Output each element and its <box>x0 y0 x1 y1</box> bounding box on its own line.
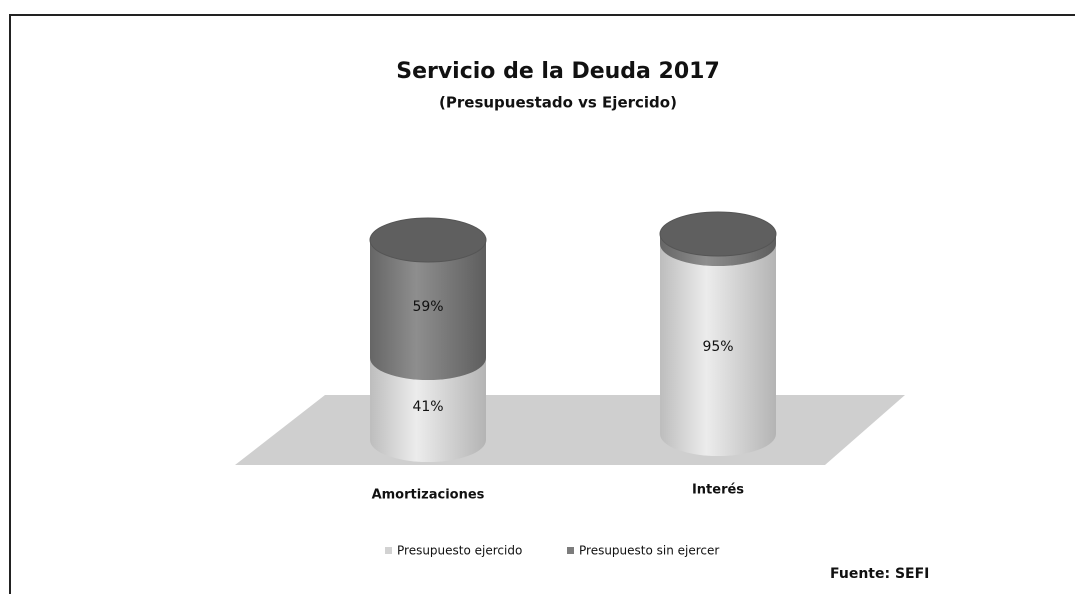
cylinder-segment <box>370 358 486 462</box>
floor <box>235 395 905 465</box>
cylinder-top <box>659 211 777 257</box>
legend-label: Presupuesto sin ejercer <box>579 544 719 558</box>
cylinder-segment <box>370 240 486 380</box>
cylinder-top <box>369 217 487 263</box>
x-tick-label: Amortizaciones <box>372 488 485 503</box>
data-label: 41% <box>412 399 443 415</box>
x-tick-label: Interés <box>692 483 744 498</box>
legend-swatch <box>567 547 574 554</box>
chart-title: Servicio de la Deuda 2017 <box>396 59 720 84</box>
chart-subtitle: (Presupuestado vs Ejercido) <box>439 94 677 112</box>
cylinder-segment <box>660 244 776 456</box>
legend-swatch <box>385 547 392 554</box>
frame <box>9 14 1075 594</box>
data-label: 95% <box>702 339 733 355</box>
legend-label: Presupuesto ejercido <box>397 544 522 558</box>
data-label: 59% <box>412 299 443 315</box>
source-note: Fuente: SEFI <box>830 566 929 582</box>
